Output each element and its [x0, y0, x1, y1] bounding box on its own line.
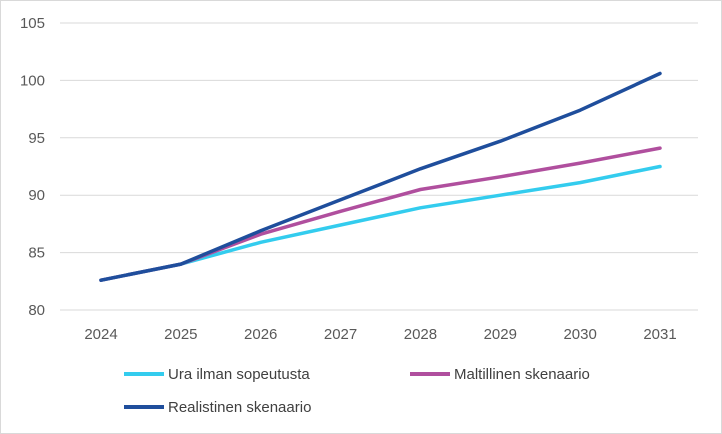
legend-label: Ura ilman sopeutusta: [168, 366, 310, 383]
legend-item: Maltillinen skenaario: [410, 366, 590, 383]
gridlines: [60, 22, 698, 311]
legend-item: Realistinen skenaario: [124, 399, 311, 416]
x-tick-label: 2030: [563, 326, 596, 343]
x-axis-ticks: 2024 2025 2026 2027 2028 2029 2030 2031: [84, 326, 676, 343]
x-tick-label: 2029: [484, 326, 517, 343]
legend-item: Ura ilman sopeutusta: [124, 366, 310, 383]
x-tick-label: 2025: [164, 326, 197, 343]
y-tick-label: 105: [20, 15, 45, 32]
y-tick-label: 95: [28, 130, 45, 147]
legend: Ura ilman sopeutusta Maltillinen skenaari…: [124, 366, 590, 416]
x-tick-label: 2026: [244, 326, 277, 343]
x-tick-label: 2024: [84, 326, 117, 343]
y-tick-label: 100: [20, 72, 45, 89]
legend-label: Realistinen skenaario: [168, 399, 311, 416]
legend-label: Maltillinen skenaario: [454, 366, 590, 383]
x-tick-label: 2028: [404, 326, 437, 343]
x-tick-label: 2031: [643, 326, 676, 343]
y-tick-label: 80: [28, 302, 45, 319]
series-line-3: [99, 71, 662, 282]
series-line-2: [99, 146, 662, 282]
series-lines: [99, 71, 662, 282]
y-axis-ticks: 80 85 90 95 100 105: [20, 15, 45, 319]
x-tick-label: 2027: [324, 326, 357, 343]
y-tick-label: 85: [28, 245, 45, 262]
y-tick-label: 90: [28, 187, 45, 204]
